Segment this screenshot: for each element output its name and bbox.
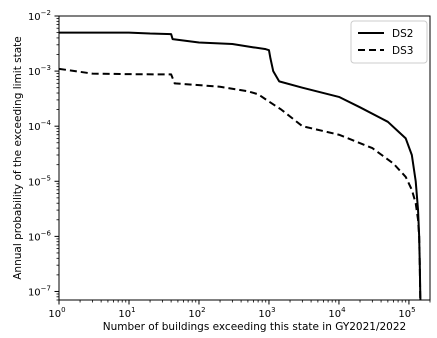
x-tick-label: 100	[48, 306, 65, 320]
y-tick-exponent: −3	[41, 64, 51, 72]
x-tick-exponent: 5	[411, 306, 415, 314]
y-tick-exponent: −5	[41, 174, 51, 182]
legend-label-ds2: DS2	[392, 28, 413, 40]
y-tick-exponent: −7	[41, 284, 51, 292]
x-tick-label: 104	[328, 306, 346, 320]
series-line-ds2	[59, 31, 422, 300]
x-tick-exponent: 0	[61, 306, 65, 314]
y-tick-exponent: −6	[41, 229, 52, 237]
y-tick-base: 10	[28, 177, 41, 188]
x-tick-exponent: 4	[341, 306, 346, 314]
y-tick-base: 10	[28, 12, 41, 23]
x-tick-exponent: 3	[271, 306, 275, 314]
plot-frame	[58, 15, 431, 301]
y-axis-label: Annual probability of the exceeding limi…	[12, 36, 24, 280]
y-tick-base: 10	[28, 287, 41, 298]
legend-label-ds3: DS3	[392, 45, 413, 57]
series-line-ds3	[59, 67, 422, 300]
x-tick-label: 102	[188, 306, 205, 320]
x-tick-base: 10	[118, 309, 131, 320]
x-tick-label: 103	[258, 306, 275, 320]
y-tick-label: 10−5	[28, 174, 51, 188]
plot-layer	[59, 31, 422, 300]
y-tick-label: 10−7	[28, 284, 51, 298]
x-tick-base: 10	[328, 309, 341, 320]
y-tick-label: 10−6	[28, 229, 52, 243]
y-tick-base: 10	[28, 67, 41, 78]
x-tick-base: 10	[398, 309, 411, 320]
x-tick-exponent: 1	[131, 306, 135, 314]
axes-layer: 100 101 102 103 104 10510−710−610−510−410−310…	[12, 9, 431, 333]
y-tick-label: 10−4	[28, 119, 52, 133]
x-tick-exponent: 2	[201, 306, 205, 314]
x-tick-label: 101	[118, 306, 135, 320]
x-tick-base: 10	[258, 309, 271, 320]
y-tick-base: 10	[28, 122, 41, 133]
y-tick-exponent: −4	[41, 119, 52, 127]
x-tick-base: 10	[48, 309, 61, 320]
x-tick-label: 105	[398, 306, 415, 320]
x-axis-label: Number of buildings exceeding this state…	[103, 321, 406, 333]
y-tick-label: 10−2	[28, 9, 51, 23]
y-tick-label: 10−3	[28, 64, 51, 78]
y-tick-base: 10	[28, 232, 41, 243]
x-tick-base: 10	[188, 309, 201, 320]
y-tick-exponent: −2	[41, 9, 51, 17]
legend-box	[350, 20, 428, 64]
